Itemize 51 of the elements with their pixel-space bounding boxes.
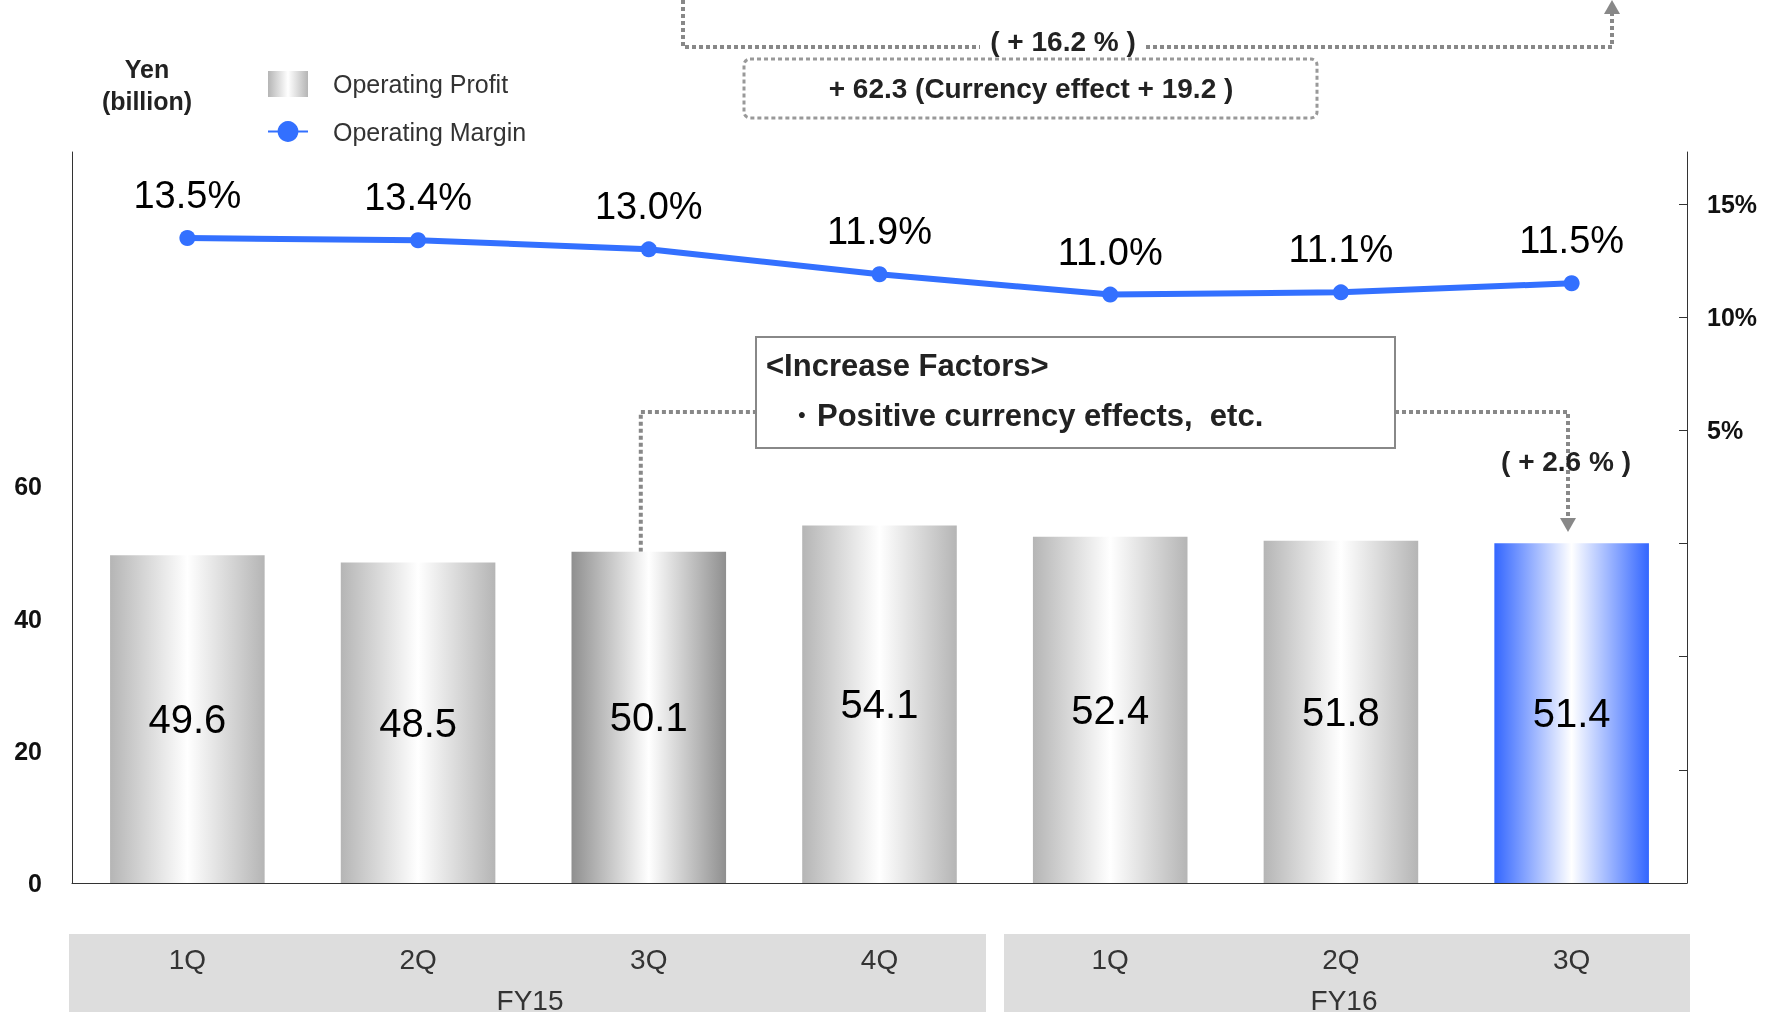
point xyxy=(410,232,427,249)
x-tick-label: 4Q xyxy=(860,943,899,975)
data-label: 54.1 xyxy=(840,682,919,727)
data-label: 13.0% xyxy=(594,185,703,228)
y2-tick-label: 15% xyxy=(1707,190,1758,219)
x-tick-label: 1Q xyxy=(1091,943,1129,975)
data-label: 51.4 xyxy=(1532,691,1611,736)
y-axis-title: Yen (billion) xyxy=(101,55,193,115)
y-tick-label: 40 xyxy=(14,604,42,633)
data-label: 50.1 xyxy=(609,695,688,740)
point xyxy=(1332,284,1349,301)
y-tick-label: 60 xyxy=(14,472,42,501)
bar xyxy=(802,525,957,883)
bar xyxy=(1263,540,1419,883)
point xyxy=(640,241,657,258)
data-label: 13.5% xyxy=(133,174,242,216)
point xyxy=(179,230,196,246)
annotation: ・Positive currency effects, etc. xyxy=(786,397,1264,433)
y2-tick-label: 10% xyxy=(1707,303,1758,332)
data-label: 11.5% xyxy=(1519,219,1625,262)
x-tick-label: 2Q xyxy=(1322,943,1360,975)
data-label: 11.0% xyxy=(1057,230,1163,273)
data-label: 51.8 xyxy=(1302,689,1380,734)
data-label: 52.4 xyxy=(1071,687,1150,732)
text: FY16 xyxy=(1310,984,1378,1012)
bar xyxy=(1032,536,1188,883)
text: ( + 16.2 % ) xyxy=(990,25,1136,57)
bar xyxy=(110,555,265,883)
x-tick-label: 2Q xyxy=(399,943,437,975)
data-label: 11.1% xyxy=(1288,228,1394,271)
x-tick-label: 1Q xyxy=(168,943,207,975)
x-tick-label: 3Q xyxy=(1552,943,1591,975)
data-label: 11.9% xyxy=(827,210,932,253)
point xyxy=(1563,275,1580,292)
annotation: <Increase Factors> xyxy=(766,347,1049,383)
point xyxy=(871,266,888,283)
data-label: 49.6 xyxy=(148,697,227,742)
text: FY15 xyxy=(496,984,564,1012)
point xyxy=(1102,286,1119,303)
data-label: 13.4% xyxy=(364,176,472,219)
y2-tick-label: 5% xyxy=(1707,416,1744,445)
legend-label: Operating Profit xyxy=(333,70,509,98)
legend-label: Operating Margin xyxy=(333,117,527,146)
y-tick-label: 0 xyxy=(28,869,42,897)
bar xyxy=(340,562,496,883)
annotation: ( + 2.6 % ) xyxy=(1501,445,1631,477)
bar xyxy=(1494,543,1649,883)
text: + 62.3 (Currency effect + 19.2 ) xyxy=(828,72,1234,104)
data-label: 48.5 xyxy=(379,700,457,745)
y-tick-label: 20 xyxy=(14,736,42,765)
x-tick-label: 3Q xyxy=(630,943,668,975)
